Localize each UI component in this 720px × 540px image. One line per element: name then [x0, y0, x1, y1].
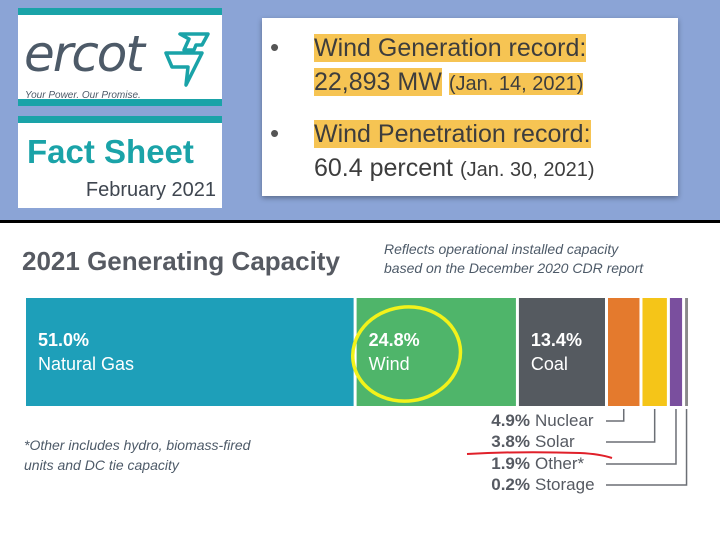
bar-segment-wind: [356, 298, 516, 406]
data-label: 3.8%: [491, 432, 530, 451]
ercot-wordmark: ercot: [24, 25, 145, 83]
record-value: 60.4 percent: [314, 154, 453, 182]
data-label: 4.9%: [491, 411, 530, 430]
data-label: 0.2%: [491, 475, 530, 494]
data-label: 24.8%: [369, 330, 420, 350]
fact-sheet-date: February 2021: [85, 179, 216, 201]
chart-note: Reflects operational installed capacity …: [384, 241, 644, 276]
chart-footnote: *Other includes hydro, biomass-fired uni…: [24, 437, 251, 473]
category-label: Coal: [531, 354, 568, 374]
record-label: Wind Penetration record:: [314, 120, 591, 148]
leader-line: [606, 409, 677, 465]
leader-line: [606, 409, 625, 422]
leader-line: [606, 409, 688, 486]
bar-segment-natural-gas: [26, 298, 354, 406]
bar-segment-storage: [685, 298, 688, 406]
record-date: (Jan. 14, 2021): [448, 73, 584, 95]
data-label: 1.9%: [491, 454, 530, 473]
fact-sheet-card: Fact Sheet February 2021: [18, 116, 222, 208]
data-label: 51.0%: [38, 330, 89, 350]
fact-sheet-title: Fact Sheet: [27, 133, 194, 170]
chart-title: 2021 Generating Capacity: [22, 246, 340, 276]
bar-segment-solar: [642, 298, 667, 406]
record-label: Wind Generation record:: [314, 34, 587, 62]
record-value: 22,893 MW: [314, 68, 442, 96]
records-card: • Wind Generation record: 22,893 MW (Jan.…: [262, 18, 678, 196]
wind-circle-annotation: [350, 305, 463, 403]
bullet-icon: •: [270, 32, 280, 62]
record-value-line: 60.4 percent (Jan. 30, 2021): [314, 154, 595, 183]
section-divider: [0, 220, 720, 223]
bar-segment-other: [669, 298, 683, 406]
record-date: (Jan. 30, 2021): [460, 159, 595, 181]
bar-segment-nuclear: [607, 298, 640, 406]
leader-line: [606, 409, 656, 443]
capacity-stacked-bar: 51.0% Natural Gas 24.8% Wind 13.4% Coal 4.9% Nu…: [26, 298, 688, 494]
record-value-line: 22,893 MW (Jan. 14, 2021): [314, 68, 584, 97]
category-label: Solar: [535, 432, 575, 451]
capacity-chart-panel: 2021 Generating Capacity Reflects operat…: [0, 223, 720, 540]
category-label: Storage: [535, 475, 595, 494]
ercot-tagline: Your Power. Our Promise.: [25, 90, 141, 101]
data-label: 13.4%: [531, 330, 582, 350]
bullet-icon: •: [270, 118, 280, 148]
category-label: Nuclear: [535, 411, 594, 430]
bolt-logo-icon: [164, 32, 210, 87]
ercot-logo-card: ercot Your Power. Our Promise.: [18, 8, 222, 106]
solar-underline-annotation: [466, 451, 613, 459]
category-label: Wind: [369, 354, 410, 374]
bar-segment-coal: [518, 298, 605, 406]
category-label: Other*: [535, 454, 585, 473]
category-label: Natural Gas: [38, 354, 134, 374]
